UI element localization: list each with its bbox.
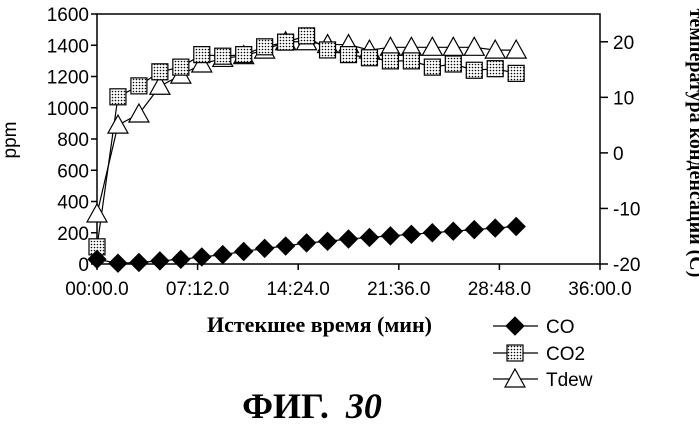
- x-tick-label: 00:00.0: [65, 279, 128, 300]
- figure-caption: ФИГ. 30: [242, 386, 382, 426]
- legend-label-co2: CO2: [546, 344, 585, 365]
- data-point-co: [402, 225, 420, 243]
- data-point-co2: [445, 56, 461, 72]
- y-tick-label: 600: [57, 161, 89, 182]
- data-point-co: [507, 218, 525, 236]
- legend-marker-co2: [507, 345, 523, 361]
- legend-marker-co: [506, 317, 524, 335]
- data-point-co: [381, 227, 399, 245]
- data-point-co2: [257, 39, 273, 55]
- series-layer: [87, 28, 526, 272]
- data-point-co2: [131, 78, 147, 94]
- data-point-co2: [487, 61, 503, 77]
- data-point-tdew: [87, 204, 107, 222]
- data-point-tdew: [108, 115, 128, 133]
- data-point-co2: [466, 62, 482, 78]
- x-tick-label: 07:12.0: [166, 279, 229, 300]
- data-point-co2: [194, 47, 210, 63]
- data-point-co: [109, 254, 127, 272]
- y-tick-label: 1200: [47, 68, 89, 89]
- data-point-co: [319, 232, 337, 250]
- data-point-tdew: [443, 37, 463, 55]
- y2-tick-label: -10: [613, 199, 640, 220]
- data-point-tdew: [506, 40, 526, 58]
- y-tick-label: 400: [57, 193, 89, 214]
- data-point-co: [423, 224, 441, 242]
- legend-label-tdew: Tdew: [546, 370, 593, 391]
- data-point-co2: [320, 42, 336, 58]
- y2-tick-label: 20: [613, 33, 634, 54]
- y2-axis-title: температура конденсации (С): [685, 9, 699, 278]
- legend-marker-tdew: [505, 369, 525, 387]
- data-point-co2: [403, 53, 419, 69]
- data-point-co2: [173, 59, 189, 75]
- x-tick-label: 36:00.0: [568, 279, 631, 300]
- x-tick-label: 14:24.0: [266, 279, 329, 300]
- y2-tick-label: 10: [613, 88, 634, 109]
- data-point-co: [130, 253, 148, 271]
- data-point-co: [360, 228, 378, 246]
- data-point-co2: [341, 47, 357, 63]
- data-point-co: [298, 234, 316, 252]
- figure-caption-prefix: ФИГ.: [242, 386, 329, 426]
- data-point-co2: [424, 59, 440, 75]
- data-point-co2: [299, 28, 315, 44]
- data-point-co2: [236, 47, 252, 63]
- data-point-co2: [382, 53, 398, 69]
- y-tick-label: 1600: [47, 5, 89, 26]
- data-point-tdew: [464, 37, 484, 55]
- data-point-co: [444, 222, 462, 240]
- y-tick-label: 1400: [47, 36, 89, 57]
- data-point-co2: [508, 65, 524, 81]
- y-tick-label: 200: [57, 224, 89, 245]
- data-point-co: [172, 250, 190, 268]
- data-point-tdew: [422, 37, 442, 55]
- data-point-co: [214, 246, 232, 264]
- data-point-co: [151, 252, 169, 270]
- legend: CO CO2 Tdew: [493, 317, 593, 391]
- y-tick-label: 1000: [47, 99, 89, 120]
- x-axis-title: Истекшее время (мин): [207, 312, 432, 337]
- data-point-co: [465, 221, 483, 239]
- data-point-tdew: [129, 104, 149, 122]
- data-point-co2: [278, 34, 294, 50]
- y2-tick-label: -20: [613, 255, 640, 276]
- data-point-co: [235, 243, 253, 261]
- data-point-co: [277, 237, 295, 255]
- y-axis-title: ppm: [0, 122, 21, 159]
- legend-label-co: CO: [546, 317, 575, 338]
- y-tick-label: 800: [57, 130, 89, 151]
- data-point-co2: [215, 48, 231, 64]
- y-tick-label: 0: [78, 255, 89, 276]
- x-tick-label: 28:48.0: [468, 279, 531, 300]
- data-point-co2: [152, 64, 168, 80]
- y2-tick-label: 0: [613, 144, 624, 165]
- data-point-co: [340, 230, 358, 248]
- data-point-co2: [110, 89, 126, 105]
- data-point-co: [256, 239, 274, 257]
- x-tick-label: 21:36.0: [367, 279, 430, 300]
- figure-caption-number: 30: [345, 386, 382, 426]
- data-point-co2: [361, 50, 377, 66]
- data-point-co: [486, 219, 504, 237]
